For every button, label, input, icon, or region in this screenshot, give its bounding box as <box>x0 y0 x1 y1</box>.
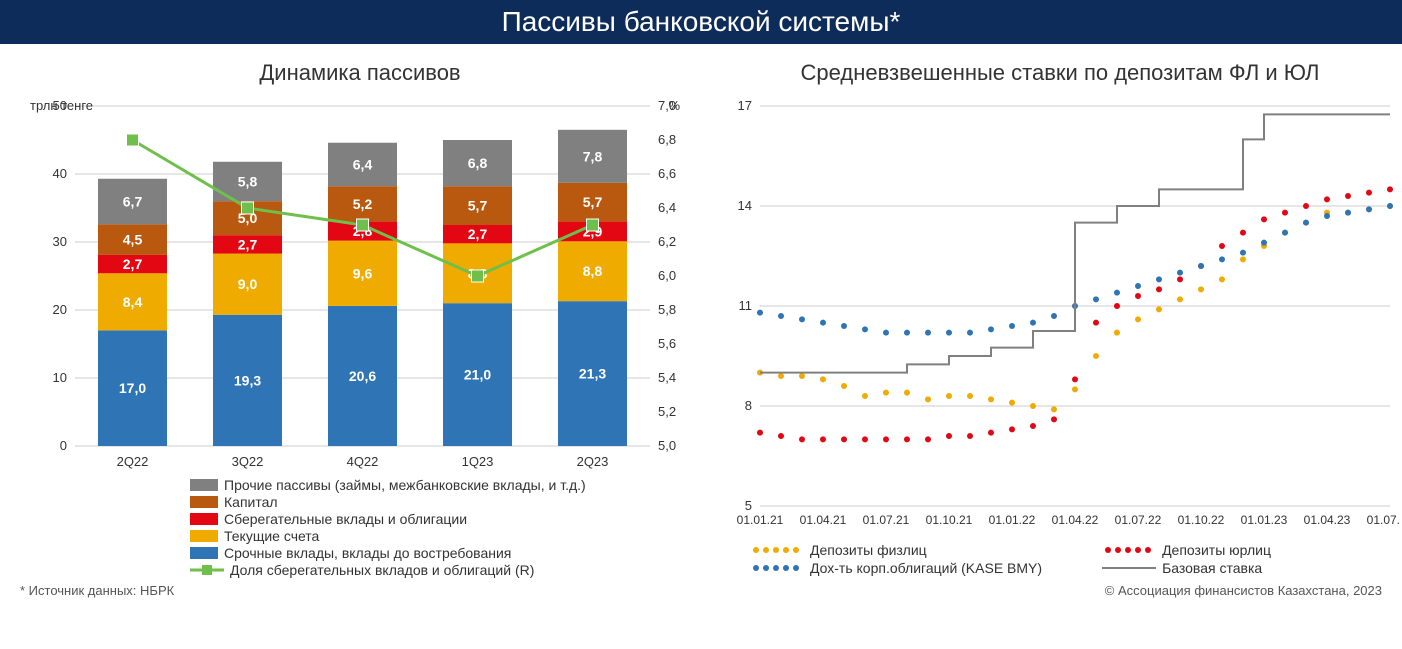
left-chart-legend: Прочие пассивы (займы, межбанковские вкл… <box>20 476 700 579</box>
svg-text:2Q23: 2Q23 <box>577 454 609 469</box>
svg-text:6,4: 6,4 <box>658 200 676 215</box>
svg-text:21,3: 21,3 <box>579 366 606 382</box>
svg-text:14: 14 <box>738 198 752 213</box>
legend-item: Депозиты юрлиц <box>1102 542 1271 558</box>
svg-text:2Q22: 2Q22 <box>117 454 149 469</box>
legend-item: Сберегательные вклады и облигации <box>190 511 700 527</box>
svg-text:6,0: 6,0 <box>658 268 676 283</box>
copyright: © Ассоциация финансистов Казахстана, 202… <box>1105 583 1382 598</box>
legend-item: Прочие пассивы (займы, межбанковские вкл… <box>190 477 700 493</box>
svg-text:9,0: 9,0 <box>238 276 258 292</box>
svg-text:01.10.22: 01.10.22 <box>1178 513 1225 527</box>
legend-item: Текущие счета <box>190 528 700 544</box>
svg-text:5,7: 5,7 <box>468 198 488 214</box>
svg-text:21,0: 21,0 <box>464 367 491 383</box>
legend-item: Доля сберегательных вкладов и облигаций … <box>190 562 700 578</box>
svg-text:2,7: 2,7 <box>238 236 258 252</box>
svg-text:5,6: 5,6 <box>658 336 676 351</box>
svg-text:20,6: 20,6 <box>349 368 376 384</box>
page-title: Пассивы банковской системы* <box>0 0 1402 44</box>
legend-item: Срочные вклады, вклады до востребования <box>190 545 700 561</box>
svg-text:01.07.23: 01.07.23 <box>1367 513 1400 527</box>
svg-text:5,7: 5,7 <box>583 194 603 210</box>
svg-text:19,3: 19,3 <box>234 372 261 388</box>
svg-text:17: 17 <box>738 98 752 113</box>
svg-text:4,5: 4,5 <box>123 232 143 248</box>
svg-text:30: 30 <box>53 234 67 249</box>
right-chart-legend: Депозиты физлиц Депозиты юрлиц Дох-ть корп… <box>720 536 1400 576</box>
svg-text:6,8: 6,8 <box>468 155 488 171</box>
svg-text:8,8: 8,8 <box>583 263 603 279</box>
svg-text:01.07.21: 01.07.21 <box>863 513 910 527</box>
legend-item: Депозиты физлиц <box>750 542 1042 558</box>
svg-text:5,0: 5,0 <box>658 438 676 453</box>
svg-text:2,7: 2,7 <box>468 226 488 242</box>
left-chart-svg: 010203040505,05,25,45,65,86,06,26,46,66,… <box>20 96 700 476</box>
svg-text:1Q23: 1Q23 <box>462 454 494 469</box>
svg-text:01.01.23: 01.01.23 <box>1241 513 1288 527</box>
svg-text:%: % <box>668 98 680 113</box>
legend-item: Дох-ть корп.облигаций (KASE BMY) <box>750 560 1042 576</box>
right-chart-title: Средневзвешенные ставки по депозитам ФЛ … <box>720 60 1400 86</box>
svg-text:40: 40 <box>53 166 67 181</box>
svg-text:01.07.22: 01.07.22 <box>1115 513 1162 527</box>
footnote-row: * Источник данных: НБРК © Ассоциация фин… <box>0 579 1402 606</box>
svg-text:8: 8 <box>745 398 752 413</box>
svg-text:5: 5 <box>745 498 752 513</box>
svg-text:10: 10 <box>53 370 67 385</box>
left-chart-title: Динамика пассивов <box>20 60 700 86</box>
svg-text:01.04.21: 01.04.21 <box>800 513 847 527</box>
svg-text:01.10.21: 01.10.21 <box>926 513 973 527</box>
svg-text:2,7: 2,7 <box>123 256 143 272</box>
svg-text:5,8: 5,8 <box>238 173 258 189</box>
svg-text:6,7: 6,7 <box>123 194 143 210</box>
svg-text:6,8: 6,8 <box>658 132 676 147</box>
svg-text:8,4: 8,4 <box>123 294 143 310</box>
svg-text:6,2: 6,2 <box>658 234 676 249</box>
svg-text:11: 11 <box>739 298 753 313</box>
right-chart: Средневзвешенные ставки по депозитам ФЛ … <box>720 54 1400 579</box>
svg-text:6,6: 6,6 <box>658 166 676 181</box>
svg-text:5,2: 5,2 <box>658 404 676 419</box>
right-chart-svg: 5 8 11 14 17 01.01.21 01.04.21 01.07.21 01.10.21… <box>720 96 1400 536</box>
legend-item: Базовая ставка <box>1102 560 1271 576</box>
svg-text:7,8: 7,8 <box>583 148 603 164</box>
svg-text:0: 0 <box>60 438 67 453</box>
svg-text:17,0: 17,0 <box>119 380 146 396</box>
svg-text:6,4: 6,4 <box>353 156 373 172</box>
left-chart: Динамика пассивов 010203040505,05,25,45,… <box>20 54 700 579</box>
svg-text:4Q22: 4Q22 <box>347 454 379 469</box>
svg-text:01.04.22: 01.04.22 <box>1052 513 1099 527</box>
svg-text:3Q22: 3Q22 <box>232 454 264 469</box>
svg-text:01.04.23: 01.04.23 <box>1304 513 1351 527</box>
charts-container: Динамика пассивов 010203040505,05,25,45,… <box>0 44 1402 579</box>
svg-text:5,4: 5,4 <box>658 370 676 385</box>
svg-text:01.01.21: 01.01.21 <box>737 513 784 527</box>
legend-item: Капитал <box>190 494 700 510</box>
svg-text:5,8: 5,8 <box>658 302 676 317</box>
footnote: * Источник данных: НБРК <box>20 583 174 598</box>
svg-text:трлн тенге: трлн тенге <box>30 98 93 113</box>
svg-text:01.01.22: 01.01.22 <box>989 513 1036 527</box>
svg-text:9,6: 9,6 <box>353 265 373 281</box>
svg-text:5,2: 5,2 <box>353 196 373 212</box>
svg-text:20: 20 <box>53 302 67 317</box>
